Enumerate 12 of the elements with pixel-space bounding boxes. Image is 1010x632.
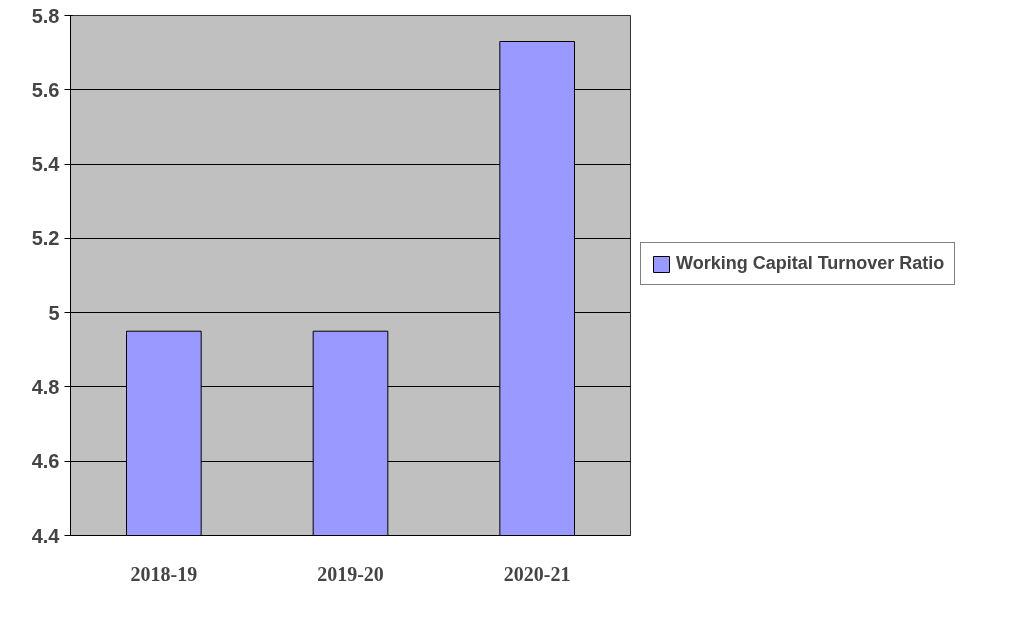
x-tick-label: 2018-19 xyxy=(130,562,198,585)
legend-label: Working Capital Turnover Ratio xyxy=(676,253,945,274)
x-tick-label: 2020-21 xyxy=(503,562,571,585)
y-tick-label: 4.8 xyxy=(31,375,60,398)
y-tick-label: 5 xyxy=(48,301,60,324)
y-tick-label: 4.4 xyxy=(31,524,61,547)
y-tick-label: 5.6 xyxy=(31,78,60,101)
y-tick-label: 5.2 xyxy=(31,227,60,250)
y-tick-label: 4.6 xyxy=(31,450,60,473)
y-tick-label: 5.4 xyxy=(31,153,61,176)
x-tick-label: 2019-20 xyxy=(317,562,384,585)
y-tick-label: 5.8 xyxy=(31,4,60,27)
